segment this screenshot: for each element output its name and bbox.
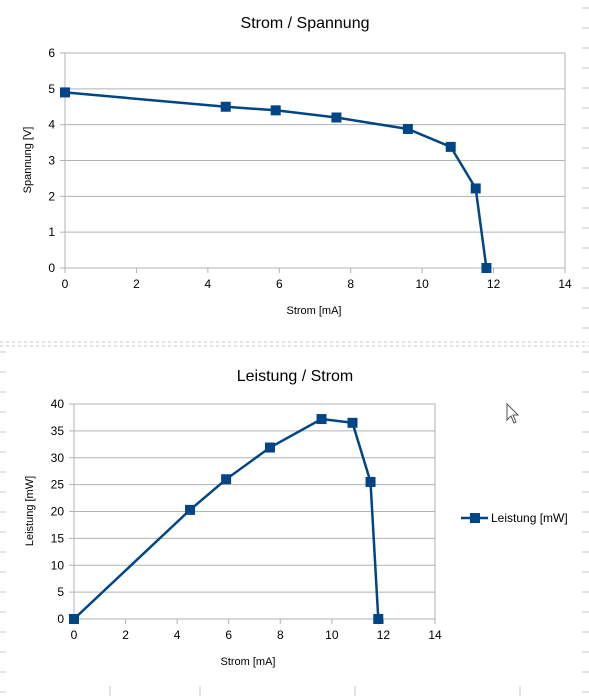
data-point bbox=[185, 504, 196, 515]
series-line bbox=[64, 91, 488, 269]
series-spannung bbox=[60, 87, 492, 273]
x-tick-label: 0 bbox=[62, 277, 69, 291]
y-tick-label: 2 bbox=[48, 189, 55, 203]
x-tick-label: 4 bbox=[174, 628, 181, 642]
y-axis-label: Leistung [mW] bbox=[24, 476, 36, 546]
y-tick-label: 15 bbox=[51, 531, 65, 545]
legend-marker-icon bbox=[470, 513, 480, 523]
y-tick-label: 4 bbox=[48, 118, 55, 132]
x-tick-label: 4 bbox=[205, 277, 212, 291]
x-tick-label: 8 bbox=[277, 628, 284, 642]
data-point bbox=[264, 442, 275, 453]
data-point bbox=[445, 141, 456, 152]
series-leistung bbox=[69, 414, 384, 624]
y-tick-label: 5 bbox=[57, 585, 64, 599]
chart-title: Strom / Spannung bbox=[241, 15, 370, 32]
data-point bbox=[470, 183, 481, 194]
y-tick-label: 20 bbox=[51, 505, 65, 519]
x-tick-label: 14 bbox=[558, 277, 572, 291]
x-tick-label: 2 bbox=[133, 277, 140, 291]
y-tick-label: 0 bbox=[48, 261, 55, 275]
series-line bbox=[73, 417, 380, 620]
x-tick-label: 12 bbox=[487, 277, 501, 291]
data-point bbox=[365, 476, 376, 487]
chart-title: Leistung / Strom bbox=[237, 368, 354, 385]
data-point bbox=[60, 87, 70, 98]
y-tick-label: 10 bbox=[51, 558, 65, 572]
y-tick-label: 35 bbox=[51, 424, 65, 438]
y-axis-label: Spannung [V] bbox=[22, 127, 34, 194]
data-point bbox=[481, 263, 492, 273]
x-tick-label: 10 bbox=[325, 628, 339, 642]
mouse-pointer-icon bbox=[506, 402, 520, 424]
legend: Leistung [mW] bbox=[461, 511, 568, 525]
x-tick-labels: 0 2 4 6 8 10 12 14 bbox=[62, 268, 572, 291]
x-tick-label: 6 bbox=[276, 277, 283, 291]
y-tick-label: 0 bbox=[57, 612, 64, 626]
x-axis-label: Strom [mA] bbox=[286, 305, 341, 317]
spreadsheet-gridlines bbox=[0, 7, 589, 696]
y-tick-label: 30 bbox=[51, 451, 65, 465]
x-tick-label: 8 bbox=[347, 277, 354, 291]
plot-gridlines bbox=[65, 52, 565, 269]
y-tick-label: 6 bbox=[48, 46, 55, 60]
x-tick-label: 0 bbox=[71, 628, 78, 642]
chart-leistung-strom[interactable]: Leistung / Strom 0 5 10 15 20 25 30 35 40 0 2 4 6 8 1… bbox=[24, 368, 568, 668]
data-point bbox=[316, 414, 327, 425]
data-point bbox=[373, 614, 384, 624]
plot-gridlines bbox=[74, 403, 435, 620]
data-point bbox=[331, 112, 342, 123]
y-tick-label: 1 bbox=[48, 225, 55, 239]
x-tick-label: 14 bbox=[428, 628, 442, 642]
data-point bbox=[402, 123, 413, 134]
y-tick-label: 40 bbox=[51, 397, 65, 411]
y-tick-label: 25 bbox=[51, 478, 65, 492]
y-tick-label: 3 bbox=[48, 154, 55, 168]
x-tick-label: 6 bbox=[225, 628, 232, 642]
x-tick-label: 2 bbox=[122, 628, 129, 642]
x-tick-label: 12 bbox=[377, 628, 391, 642]
x-tick-labels: 0 2 4 6 8 10 12 14 bbox=[71, 619, 442, 642]
y-tick-label: 5 bbox=[48, 82, 55, 96]
legend-entry: Leistung [mW] bbox=[491, 511, 568, 525]
y-tick-labels: 0 1 2 3 4 5 6 bbox=[48, 46, 65, 275]
data-point bbox=[347, 417, 358, 428]
data-point bbox=[221, 474, 232, 485]
x-axis-label: Strom [mA] bbox=[220, 656, 275, 668]
data-point bbox=[69, 614, 79, 624]
x-tick-label: 10 bbox=[415, 277, 429, 291]
y-tick-labels: 0 5 10 15 20 25 30 35 40 bbox=[51, 397, 74, 626]
data-point bbox=[270, 105, 281, 116]
data-point bbox=[220, 101, 231, 112]
